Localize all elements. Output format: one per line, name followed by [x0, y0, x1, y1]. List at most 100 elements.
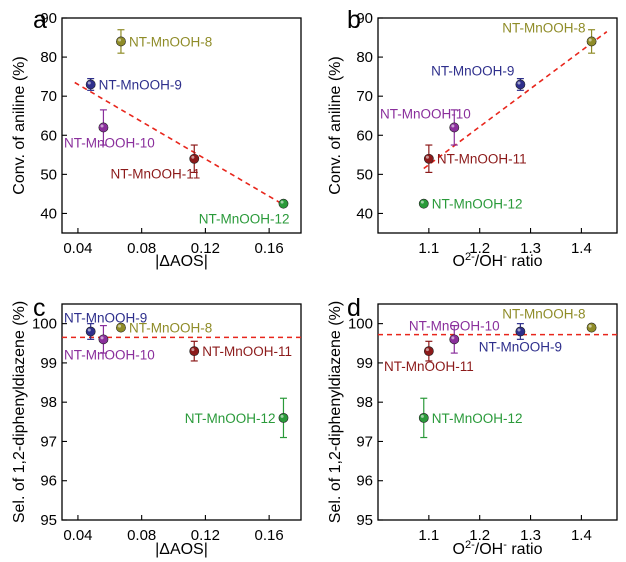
point-highlight	[517, 81, 521, 85]
data-point: NT-MnOOH-8	[502, 20, 597, 54]
data-point: NT-MnOOH-10	[64, 109, 155, 150]
point-highlight	[451, 336, 455, 340]
point-marker	[85, 326, 96, 337]
y-tick-label: 96	[40, 473, 57, 490]
data-point: NT-MnOOH-9	[64, 310, 147, 340]
y-tick-label: 100	[32, 316, 57, 333]
point-highlight	[191, 348, 195, 352]
data-point: NT-MnOOH-9	[431, 63, 526, 91]
point-marker	[515, 79, 526, 90]
panel-letter: b	[347, 6, 361, 34]
data-point: NT-MnOOH-8	[116, 321, 212, 336]
x-tick-label: 0.04	[63, 527, 92, 544]
point-marker	[423, 346, 434, 357]
y-tick-label: 98	[40, 394, 57, 411]
point-marker	[418, 412, 429, 423]
x-tick-label: 1.2	[469, 240, 490, 257]
data-point: NT-MnOOH-11	[110, 144, 200, 182]
point-marker	[423, 153, 434, 164]
point-highlight	[420, 414, 424, 418]
x-tick-label: 0.16	[255, 240, 284, 257]
data-point: NT-MnOOH-12	[418, 397, 523, 439]
y-axis-title: Sel. of 1,2-diphenyldiazene (%)	[11, 301, 28, 523]
point-highlight	[425, 155, 429, 159]
point-highlight	[280, 414, 284, 418]
x-tick-label: 0.08	[127, 527, 156, 544]
x-axis-title: O2-/OH- ratio	[453, 539, 543, 558]
data-point: NT-MnOOH-8	[116, 29, 212, 54]
y-tick-label: 99	[40, 355, 57, 372]
x-tick-label: 1.1	[418, 527, 439, 544]
point-marker	[116, 36, 126, 47]
data-point: NT-MnOOH-12	[185, 397, 289, 439]
data-point: NT-MnOOH-12	[418, 197, 523, 212]
point-highlight	[451, 124, 455, 128]
point-marker	[189, 346, 200, 357]
panel-a: 0.04 0.08 0.12 0.16 40 50 60 70 80 90a Conv. of an…	[11, 6, 302, 270]
x-axis-title: O2-/OH- ratio	[453, 251, 543, 270]
point-label: NT-MnOOH-8	[502, 307, 585, 322]
point-highlight	[87, 328, 91, 332]
x-tick-label: 0.12	[191, 240, 220, 257]
point-marker	[515, 326, 526, 337]
point-highlight	[425, 348, 429, 352]
data-point: NT-MnOOH-12	[199, 198, 290, 227]
fit-line	[74, 81, 286, 207]
point-marker	[449, 122, 460, 133]
y-tick-label: 90	[40, 10, 57, 27]
y-tick-label: 100	[348, 316, 373, 333]
point-highlight	[87, 81, 91, 85]
x-tick-label: 0.12	[191, 527, 220, 544]
panel-letter: c	[33, 294, 46, 322]
y-tick-label: 99	[356, 355, 373, 372]
x-tick-label: 0.04	[63, 240, 92, 257]
y-tick-label: 97	[356, 433, 373, 450]
point-label: NT-MnOOH-10	[380, 106, 471, 121]
x-tick-label: 1.4	[571, 240, 592, 257]
y-tick-label: 95	[40, 512, 57, 529]
point-label: NT-MnOOH-9	[99, 77, 182, 92]
point-label: NT-MnOOH-8	[502, 20, 585, 35]
plot-frame	[61, 303, 302, 521]
point-highlight	[100, 124, 104, 128]
point-highlight	[118, 324, 122, 328]
point-label: NT-MnOOH-10	[64, 135, 155, 150]
point-highlight	[280, 200, 284, 204]
point-marker	[98, 334, 109, 345]
y-tick-label: 50	[356, 166, 373, 183]
point-marker	[98, 122, 109, 133]
x-axis-title: |ΔAOS|	[155, 253, 208, 270]
y-tick-label: 98	[356, 394, 373, 411]
data-point: NT-MnOOH-11	[423, 144, 527, 174]
data-point: NT-MnOOH-11	[189, 340, 292, 362]
point-label: NT-MnOOH-10	[409, 318, 500, 333]
y-tick-label: 70	[356, 88, 373, 105]
point-label: NT-MnOOH-11	[384, 359, 474, 374]
point-highlight	[517, 328, 521, 332]
plot-frame	[61, 17, 302, 234]
data-point: NT-MnOOH-11	[384, 340, 474, 374]
point-label: NT-MnOOH-9	[64, 310, 147, 325]
data-point: NT-MnOOH-8	[502, 307, 597, 333]
x-axis-title: |ΔAOS|	[155, 541, 208, 558]
panel-letter: d	[347, 294, 361, 322]
point-marker	[85, 79, 96, 90]
data-point: NT-MnOOH-10	[409, 318, 500, 354]
point-marker	[586, 322, 597, 333]
point-marker	[278, 412, 289, 423]
point-label: NT-MnOOH-12	[432, 411, 523, 426]
fit-line	[423, 31, 608, 170]
point-highlight	[420, 200, 424, 204]
y-tick-label: 60	[40, 127, 57, 144]
x-tick-label: 0.08	[127, 240, 156, 257]
point-marker	[418, 198, 429, 209]
point-label: NT-MnOOH-12	[199, 212, 290, 227]
y-tick-label: 50	[40, 166, 57, 183]
point-highlight	[118, 38, 122, 42]
plot-frame	[377, 303, 618, 521]
y-tick-label: 40	[356, 205, 373, 222]
data-point: NT-MnOOH-9	[85, 77, 182, 92]
y-tick-label: 96	[356, 473, 373, 490]
y-axis-title: Sel. of 1,2-diphenyldiazene (%)	[327, 301, 344, 523]
